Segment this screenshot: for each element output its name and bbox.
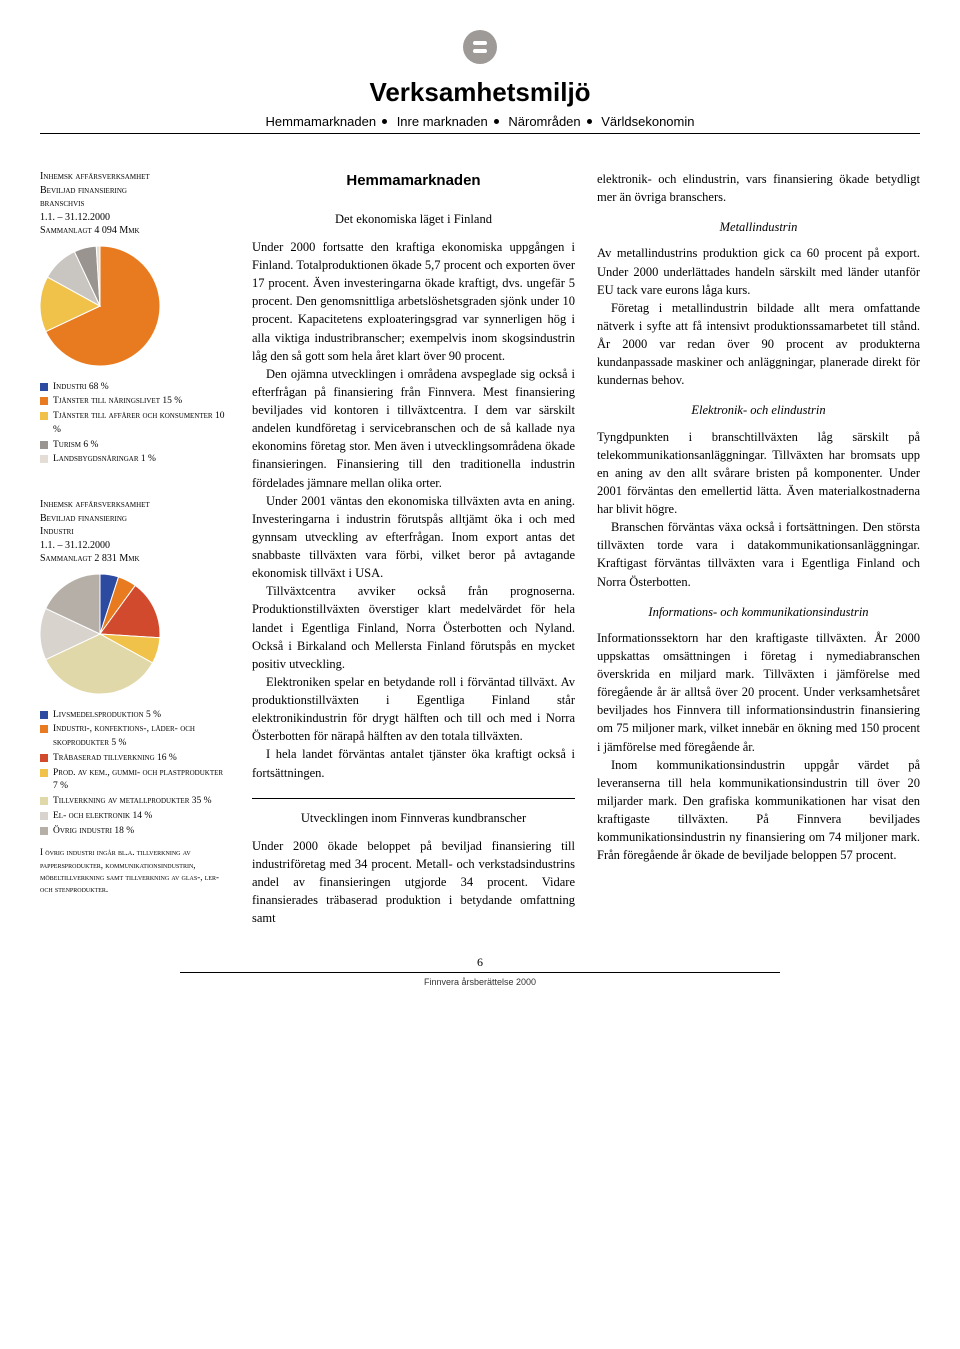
chart2-legend: Livsmedelsproduktion 5 %Industri-, konfe… [40,709,230,839]
subtitle-tabs: Hemmamarknaden Inre marknaden Närområden… [40,114,920,129]
right-p3: Tyngdpunkten i branschtillväxten låg sär… [597,428,920,519]
legend-item: Industri 68 % [40,381,230,395]
subheading-development: Utvecklingen inom Finnveras kundbransche… [252,798,575,827]
chart2-heading: Inhemsk affärsverksamhet Beviljad finans… [40,498,230,566]
title-rule [40,133,920,134]
chart1-legend: Industri 68 %Tjänster till näringslivet … [40,381,230,468]
mid-p1: Under 2000 fortsatte den kraftiga ekonom… [252,238,575,365]
legend-item: Livsmedelsproduktion 5 % [40,709,230,723]
legend-item: Tjänster till affärer och konsumenter 10… [40,410,230,438]
logo-bar [40,30,920,69]
legend-item: El- och elektronik 14 % [40,810,230,824]
right-p0: elektronik- och elindustrin, vars finans… [597,170,920,206]
legend-item: Landsbygdsnäringar 1 % [40,453,230,467]
mid-p2: Den ojämna utvecklingen i områdena avspe… [252,365,575,492]
mid-p3: Under 2001 väntas den ekonomiska tillväx… [252,492,575,583]
tab-naromraden: Närområden [508,114,580,129]
right-p6: Inom kommunikationsindustrin uppgår värd… [597,756,920,865]
page-title: Verksamhetsmiljö [40,77,920,108]
chart1-pie [40,246,230,369]
mid-p7: Under 2000 ökade beloppet på beviljad fi… [252,837,575,928]
tab-varldsekonomin: Världsekonomin [601,114,694,129]
middle-column: Hemmamarknaden Det ekonomiska läget i Fi… [252,170,575,927]
h-info: Informations- och kommunikationsindustri… [597,603,920,621]
right-p4: Branschen förväntas växa också i fortsät… [597,518,920,591]
legend-item: Tjänster till näringslivet 15 % [40,395,230,409]
footer-text: Finnvera årsberättelse 2000 [40,977,920,987]
right-column: elektronik- och elindustrin, vars finans… [597,170,920,864]
left-column: Inhemsk affärsverksamhet Beviljad finans… [40,170,230,895]
page-number: 6 [477,955,483,969]
legend-item: Prod. av kem., gummi- och plastprodukter… [40,767,230,795]
mid-p6: I hela landet förväntas antalet tjänster… [252,745,575,781]
legend-item: Turism 6 % [40,439,230,453]
legend-item: Träbaserad tillverkning 16 % [40,752,230,766]
page-number-row: 6 [40,955,920,973]
legend-item: Övrig industri 18 % [40,825,230,839]
legend-item: Tillverkning av metallprodukter 35 % [40,795,230,809]
chart1-heading: Inhemsk affärsverksamhet Beviljad finans… [40,170,230,238]
mid-p4: Tillväxtcentra avviker också från progno… [252,582,575,673]
right-p1: Av metallindustrins produktion gick ca 6… [597,244,920,298]
tab-hemmamarknaden: Hemmamarknaden [266,114,377,129]
right-p5: Informationssektorn har den kraftigaste … [597,629,920,756]
logo-icon [463,30,497,64]
main-columns: Inhemsk affärsverksamhet Beviljad finans… [40,170,920,927]
section-heading: Hemmamarknaden [252,170,575,192]
chart2-footnote: I övrig industri ingår bl.a. tillverknin… [40,846,230,895]
chart2-pie [40,574,230,697]
legend-item: Industri-, konfektions-, läder- och skop… [40,723,230,751]
h-metall: Metallindustrin [597,218,920,236]
mid-p5: Elektroniken spelar en betydande roll i … [252,673,575,746]
tab-inre: Inre marknaden [397,114,488,129]
h-elektronik: Elektronik- och elindustrin [597,401,920,419]
subheading-economy: Det ekonomiska läget i Finland [252,210,575,228]
right-p2: Företag i metallindustrin bildade allt m… [597,299,920,390]
